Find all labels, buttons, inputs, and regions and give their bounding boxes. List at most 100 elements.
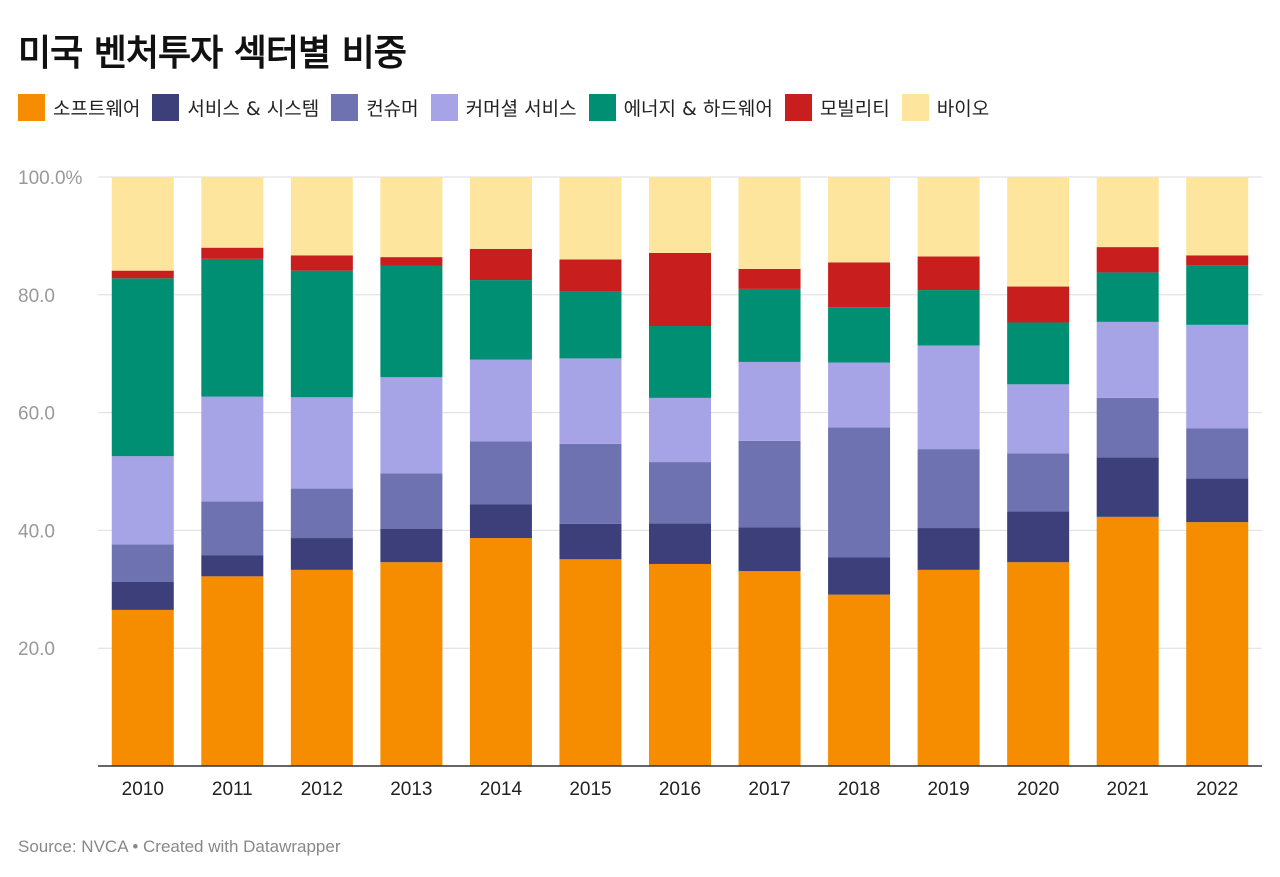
legend-swatch: [588, 94, 616, 121]
bar-segment: [1186, 265, 1249, 325]
legend-swatch: [331, 94, 359, 121]
bar-segment: [1096, 247, 1159, 273]
bar-segment: [290, 270, 353, 398]
x-tick-label: 2022: [1196, 779, 1238, 800]
bar-segment: [1007, 562, 1070, 766]
x-tick-label: 2015: [569, 779, 611, 800]
bar-segment: [290, 397, 353, 489]
bar-segment: [290, 255, 353, 271]
legend: 소프트웨어 서비스 & 시스템 컨슈머 커머셜 서비스 에너지 & 하드웨어 모빌리티 바이…: [18, 94, 1001, 121]
legend-label: 서비스 & 시스템: [187, 98, 320, 120]
bar-segment: [649, 177, 711, 253]
bar-segment: [559, 559, 622, 766]
bar-segment: [1007, 453, 1070, 512]
bar-segment: [1096, 397, 1159, 458]
legend-item: 바이오: [901, 94, 990, 121]
bar-segment: [828, 177, 891, 263]
bar-segment: [917, 569, 980, 766]
bar-segment: [917, 290, 980, 346]
bar-segment: [1096, 177, 1159, 248]
legend-label: 모빌리티: [819, 98, 890, 120]
legend-swatch: [784, 94, 812, 121]
y-tick-label: 20.0: [18, 639, 55, 660]
legend-item: 커머셜 서비스: [430, 94, 577, 121]
bar-segment: [1186, 478, 1249, 523]
bar-segment: [559, 523, 622, 560]
bar-segment: [1096, 272, 1159, 322]
bar-segment: [649, 563, 711, 766]
bar-segment: [738, 177, 801, 269]
bar-segment: [1007, 511, 1070, 563]
bar-segment: [380, 562, 443, 766]
bar-segment: [917, 449, 980, 529]
bar-segment: [649, 523, 711, 564]
legend-item: 모빌리티: [784, 94, 890, 121]
bar-segment: [559, 443, 622, 524]
legend-item: 서비스 & 시스템: [152, 94, 319, 121]
bar-segment: [469, 441, 532, 505]
bar-segment: [1096, 457, 1159, 517]
bar-segment: [201, 247, 264, 259]
bar-segment: [559, 177, 622, 260]
y-tick-label: 60.0: [18, 404, 55, 425]
source-footer: Source: NVCA • Created with Datawrapper: [18, 837, 341, 856]
legend-swatch: [18, 94, 45, 121]
bar-segment: [380, 177, 443, 258]
legend-label: 바이오: [936, 98, 990, 120]
x-tick-label: 2013: [390, 779, 432, 800]
bar-segment: [380, 257, 443, 266]
bar-segment: [649, 252, 711, 327]
x-tick-label: 2020: [1017, 779, 1059, 800]
bar-segment: [559, 358, 622, 444]
bar-segment: [917, 177, 980, 257]
bar-segment: [201, 501, 264, 556]
bar-segment: [380, 528, 443, 563]
legend-item: 에너지 & 하드웨어: [588, 94, 773, 121]
legend-label: 소프트웨어: [53, 98, 141, 120]
bar-segment: [1186, 324, 1249, 429]
bar-segment: [828, 262, 891, 308]
bar-segment: [111, 609, 174, 766]
legend-label: 에너지 & 하드웨어: [623, 98, 773, 120]
bar-segment: [649, 397, 711, 463]
bar-segment: [290, 488, 353, 539]
bar-segment: [649, 326, 711, 398]
bar-segment: [1007, 177, 1070, 287]
bar-segment: [290, 569, 353, 766]
bar-segment: [1007, 322, 1070, 385]
y-tick-label: 100.0%: [18, 168, 83, 189]
bar-segment: [828, 594, 891, 766]
bar-segment: [469, 359, 532, 442]
legend-item: 소프트웨어: [18, 94, 140, 121]
legend-swatch: [901, 94, 929, 121]
bar-segment: [380, 473, 443, 529]
x-tick-label: 2016: [659, 779, 701, 800]
y-tick-label: 40.0: [18, 521, 55, 542]
bar-segment: [828, 557, 891, 595]
legend-item: 컨슈머: [331, 94, 419, 121]
bar-segment: [290, 538, 353, 570]
x-tick-label: 2012: [301, 779, 343, 800]
bar-segment: [469, 177, 532, 249]
bar-segment: [111, 456, 174, 545]
bar-segment: [111, 544, 174, 582]
bar-segment: [738, 527, 801, 572]
bar-segment: [1007, 384, 1070, 454]
bar-segment: [738, 268, 801, 289]
bar-segment: [201, 576, 264, 766]
bar-segment: [469, 280, 532, 360]
bar-segment: [1096, 516, 1159, 766]
bar-segment: [201, 555, 264, 577]
bar-segment: [111, 581, 174, 610]
bar-segment: [917, 345, 980, 450]
bar-segment: [201, 396, 264, 502]
bar-segment: [738, 571, 801, 766]
bar-segment: [201, 258, 264, 397]
bar-segment: [380, 265, 443, 378]
bar-segment: [828, 427, 891, 558]
x-tick-label: 2011: [212, 779, 253, 800]
bar-segment: [738, 440, 801, 528]
legend-swatch: [152, 94, 180, 121]
bar-segment: [559, 291, 622, 359]
